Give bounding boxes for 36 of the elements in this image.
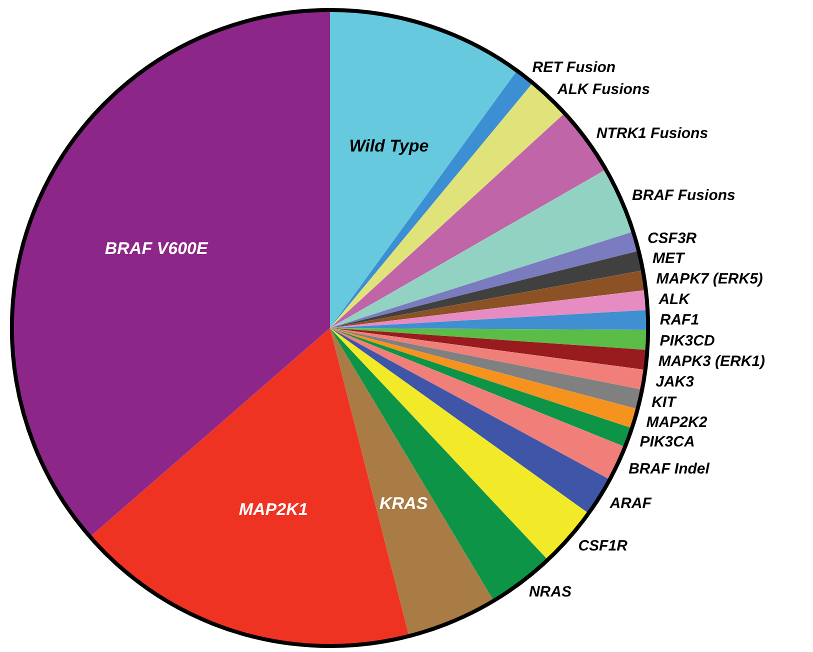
slice-label: PIK3CD (660, 332, 715, 350)
slice-label: MAP2K2 (646, 414, 708, 432)
slice-label: BRAF Fusions (632, 187, 736, 204)
pie-slice (330, 328, 494, 636)
pie-slice (330, 328, 642, 410)
slice-label: CSF3R (647, 230, 697, 247)
pie-slice (330, 232, 638, 328)
pie-slice (330, 290, 648, 328)
pie-slice (330, 250, 643, 328)
slice-label: MAP2K1 (238, 500, 308, 520)
slice-label: NRAS (528, 583, 572, 600)
slice-label: KRAS (379, 494, 428, 514)
slice-label: MET (652, 250, 686, 268)
pie-slice (330, 328, 610, 514)
slice-label: Wild Type (349, 136, 429, 156)
slice-label: ARAF (608, 495, 652, 512)
slice-label: CSF1R (578, 537, 628, 554)
slice-label: PIK3CA (640, 434, 695, 451)
slice-label: MAPK3 (ERK1) (658, 353, 766, 370)
slice-label: MAPK7 (ERK5) (656, 270, 763, 288)
pie-slice (12, 10, 330, 537)
slice-label: ALK (658, 291, 691, 308)
pie-slice (330, 70, 533, 328)
slice-label: RET Fusion (532, 59, 616, 76)
slice-label: BRAF Indel (628, 460, 710, 478)
pie-slice (330, 270, 646, 328)
pie-slice (330, 328, 648, 370)
pie-slice (330, 10, 517, 328)
pie-slice (330, 328, 638, 428)
slice-label: KIT (652, 394, 678, 412)
slice-label: ALK Fusions (556, 80, 650, 98)
slice-label: JAK3 (656, 374, 695, 391)
slice-label: NTRK1 Fusions (596, 125, 708, 142)
pie-slice (330, 170, 634, 328)
slice-label: RAF1 (660, 312, 700, 329)
slice-label: BRAF V600E (104, 238, 208, 258)
